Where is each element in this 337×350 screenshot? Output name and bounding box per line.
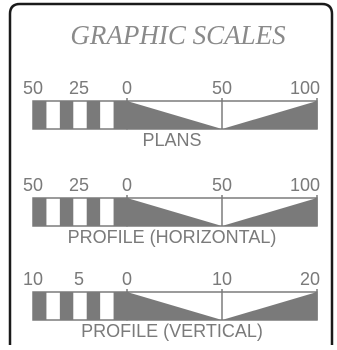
extension-cell [113,101,127,129]
scale-bar-1: 50 25 0 50 100 PLANS [23,78,320,150]
title: GRAPHIC SCALES [70,20,286,50]
left-wedge [127,292,222,320]
tick-label: 25 [69,175,89,195]
extension-cell [59,198,74,226]
extension-outline [32,197,128,227]
extension-cell [86,292,101,320]
tick-label: 50 [212,78,232,98]
scale-bar-3: 10 5 0 10 20 PROFILE (VERTICAL) [23,269,320,341]
extension-cell [33,292,47,320]
tick-label: 25 [69,78,89,98]
extension-cell [33,101,47,129]
scale-label: PROFILE (HORIZONTAL) [68,227,277,247]
tick-label: 0 [122,78,132,98]
tick-label: 0 [122,175,132,195]
extension-cell [113,292,127,320]
tick-label: 10 [23,269,43,289]
extension-cell [33,198,47,226]
extension-cell [113,198,127,226]
tick-label: 5 [74,269,84,289]
extension-cell [86,198,101,226]
left-wedge [127,198,222,226]
tick-label: 10 [212,269,232,289]
panel-frame [8,2,334,345]
extension-cell [86,101,101,129]
scale-label: PROFILE (VERTICAL) [81,321,263,341]
left-wedge [127,101,222,129]
tick-label: 0 [122,269,132,289]
tick-label: 20 [300,269,320,289]
extension-cell [59,101,74,129]
extension-outline [32,291,128,321]
extension-outline [32,100,128,130]
scale-label: PLANS [142,130,201,150]
right-wedge [222,101,317,129]
scale-bar-2: 50 25 0 50 100 PROFILE (HORIZONTAL) [23,175,320,247]
tick-label: 100 [290,175,320,195]
extension-cell [59,292,74,320]
tick-label: 50 [23,78,43,98]
tick-label: 100 [290,78,320,98]
tick-label: 50 [23,175,43,195]
tick-label: 50 [212,175,232,195]
right-wedge [222,292,317,320]
right-wedge [222,198,317,226]
